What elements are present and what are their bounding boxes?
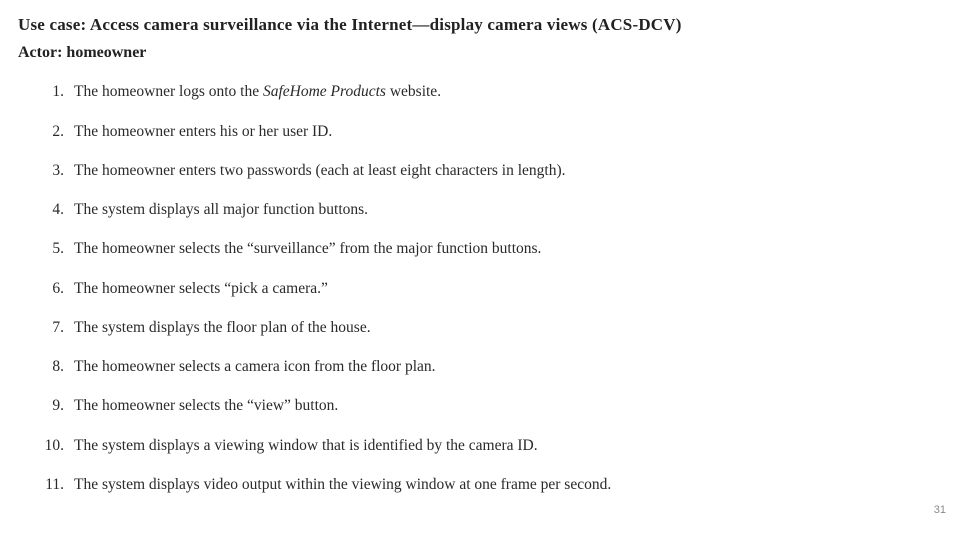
heading-title: Access camera surveillance via the Inter… (90, 15, 682, 34)
step-item: The homeowner logs onto the SafeHome Pro… (70, 72, 932, 111)
step-text-pre: The system displays video output within … (74, 476, 611, 493)
step-item: The homeowner selects “pick a camera.” (70, 269, 932, 308)
step-item: The system displays the floor plan of th… (70, 308, 932, 347)
slide-page: Use case: Access camera surveillance via… (0, 0, 960, 540)
step-text-post: website. (386, 83, 441, 100)
step-text-pre: The homeowner selects “pick a camera.” (74, 280, 328, 297)
step-item: The homeowner enters two passwords (each… (70, 151, 932, 190)
actor-label: Actor: (18, 44, 66, 61)
step-text-pre: The homeowner enters two passwords (each… (74, 162, 566, 179)
steps-list: The homeowner logs onto the SafeHome Pro… (18, 72, 932, 504)
page-number: 31 (934, 504, 946, 516)
heading-prefix: Use case: (18, 15, 90, 34)
step-item: The homeowner selects a camera icon from… (70, 347, 932, 386)
step-item: The homeowner enters his or her user ID. (70, 112, 932, 151)
step-text-em: SafeHome Products (263, 83, 386, 100)
step-item: The system displays video output within … (70, 465, 932, 504)
step-text-pre: The system displays all major function b… (74, 201, 368, 218)
step-item: The system displays a viewing window tha… (70, 426, 932, 465)
step-item: The homeowner selects the “view” button. (70, 386, 932, 425)
step-text-pre: The homeowner selects a camera icon from… (74, 358, 436, 375)
step-text-pre: The homeowner selects the “surveillance”… (74, 240, 541, 257)
step-text-pre: The system displays a viewing window tha… (74, 437, 538, 454)
use-case-heading: Use case: Access camera surveillance via… (18, 12, 932, 38)
step-text-pre: The homeowner logs onto the (74, 83, 263, 100)
step-text-pre: The system displays the floor plan of th… (74, 319, 371, 336)
step-item: The homeowner selects the “surveillance”… (70, 229, 932, 268)
step-text-pre: The homeowner enters his or her user ID. (74, 123, 332, 140)
step-item: The system displays all major function b… (70, 190, 932, 229)
actor-value: homeowner (66, 44, 146, 61)
actor-line: Actor: homeowner (18, 44, 932, 62)
step-text-pre: The homeowner selects the “view” button. (74, 397, 338, 414)
